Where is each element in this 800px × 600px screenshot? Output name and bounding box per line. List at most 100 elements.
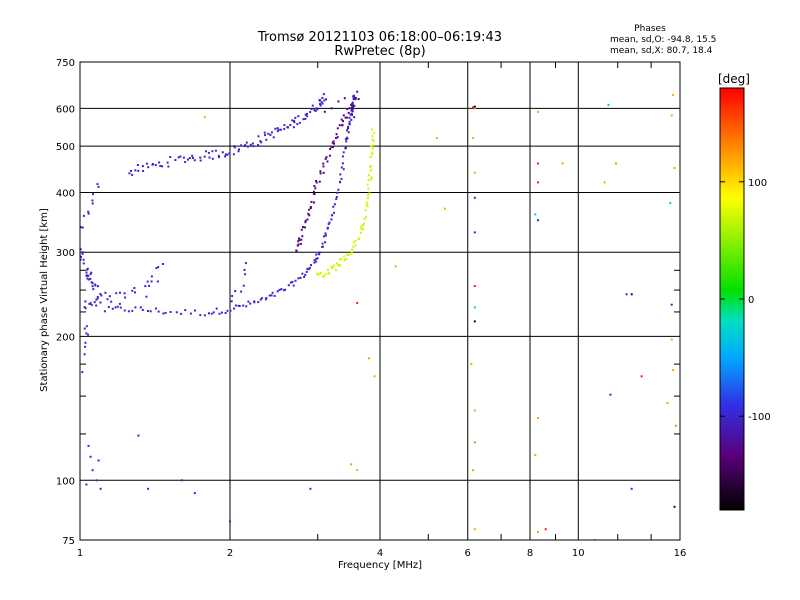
echo-point — [147, 166, 150, 169]
echo-point — [237, 304, 240, 307]
echo-point — [85, 325, 88, 328]
echo-point — [473, 285, 476, 287]
echo-point — [317, 253, 320, 256]
echo-point — [95, 479, 98, 482]
x-tick-label: 8 — [527, 548, 533, 559]
echo-point — [327, 223, 330, 225]
echo-point — [561, 162, 564, 165]
echo-point — [97, 459, 100, 462]
echo-point — [300, 228, 303, 231]
echo-point — [299, 242, 302, 245]
echo-point — [346, 129, 348, 132]
echo-point — [277, 128, 280, 131]
echo-point — [155, 267, 158, 270]
echo-point — [123, 292, 126, 295]
echo-point — [344, 138, 347, 141]
echo-point — [324, 232, 327, 235]
echo-point — [123, 309, 126, 312]
echo-point — [251, 142, 254, 145]
echo-point — [110, 300, 113, 303]
echo-point — [324, 157, 327, 160]
echo-point — [371, 128, 373, 131]
echo-point — [473, 231, 476, 234]
echo-point — [297, 243, 300, 246]
echo-point — [336, 127, 339, 130]
echo-point — [670, 338, 673, 341]
chart-subtitle: RwPretec (8p) — [334, 44, 425, 59]
echo-point — [184, 161, 187, 163]
echo-point — [259, 298, 262, 301]
echo-point — [95, 298, 98, 301]
echo-point — [338, 124, 341, 127]
echo-point — [150, 275, 153, 278]
echo-point — [304, 219, 307, 222]
echo-point — [177, 156, 180, 159]
echo-point — [80, 248, 82, 251]
echo-point — [669, 202, 672, 205]
x-tick-label: 4 — [377, 548, 383, 559]
echo-point — [339, 258, 341, 261]
echo-point — [324, 273, 327, 276]
echo-point — [182, 156, 185, 159]
echo-point — [297, 115, 300, 118]
echo-point — [242, 304, 245, 307]
echo-point — [472, 106, 475, 109]
echo-point — [340, 166, 343, 169]
echo-point — [164, 311, 167, 314]
echo-point — [443, 207, 446, 210]
echo-point — [211, 157, 214, 160]
echo-point — [313, 193, 316, 196]
echo-point — [362, 224, 365, 227]
echo-point — [609, 393, 612, 396]
echo-point — [162, 263, 164, 265]
echo-point — [472, 137, 475, 139]
echo-point — [83, 306, 86, 309]
y-tick-label: 400 — [56, 188, 75, 199]
echo-point — [92, 193, 94, 196]
echo-point — [106, 298, 109, 301]
echo-point — [370, 178, 373, 181]
echo-point — [87, 278, 90, 281]
echo-point — [180, 312, 183, 315]
echo-point — [88, 302, 91, 305]
x-tick-label: 1 — [77, 548, 83, 559]
echo-point — [673, 167, 676, 169]
echo-point — [331, 266, 334, 269]
echo-point — [301, 235, 304, 238]
echo-point — [296, 123, 299, 126]
echo-point — [224, 155, 227, 158]
echo-point — [330, 107, 333, 110]
echo-point — [321, 102, 324, 105]
echo-point — [294, 116, 297, 119]
echo-point — [274, 127, 277, 130]
echo-point — [287, 284, 290, 287]
echo-point — [162, 312, 165, 315]
echo-point — [334, 269, 337, 272]
echo-point — [342, 168, 345, 171]
echo-point — [157, 310, 160, 313]
echo-point — [347, 127, 349, 130]
echo-point — [265, 297, 268, 299]
echo-point — [672, 369, 675, 372]
echo-point — [473, 107, 476, 110]
echo-point — [81, 226, 84, 229]
echo-point — [249, 302, 252, 305]
echo-point — [313, 185, 316, 187]
echo-point — [640, 375, 643, 378]
echo-point — [367, 194, 370, 197]
echo-point — [335, 196, 338, 199]
echo-point — [473, 528, 476, 531]
echo-point — [345, 140, 348, 143]
echo-point — [350, 463, 353, 466]
echo-point — [208, 312, 210, 315]
echo-point — [226, 153, 229, 156]
echo-point — [319, 170, 322, 173]
echo-point — [166, 161, 169, 164]
echo-point — [321, 245, 324, 248]
echo-point — [356, 90, 359, 93]
echo-point — [238, 305, 241, 307]
echo-point — [91, 199, 94, 202]
echo-point — [87, 274, 90, 277]
echo-point — [335, 262, 338, 265]
echo-point — [78, 260, 80, 262]
